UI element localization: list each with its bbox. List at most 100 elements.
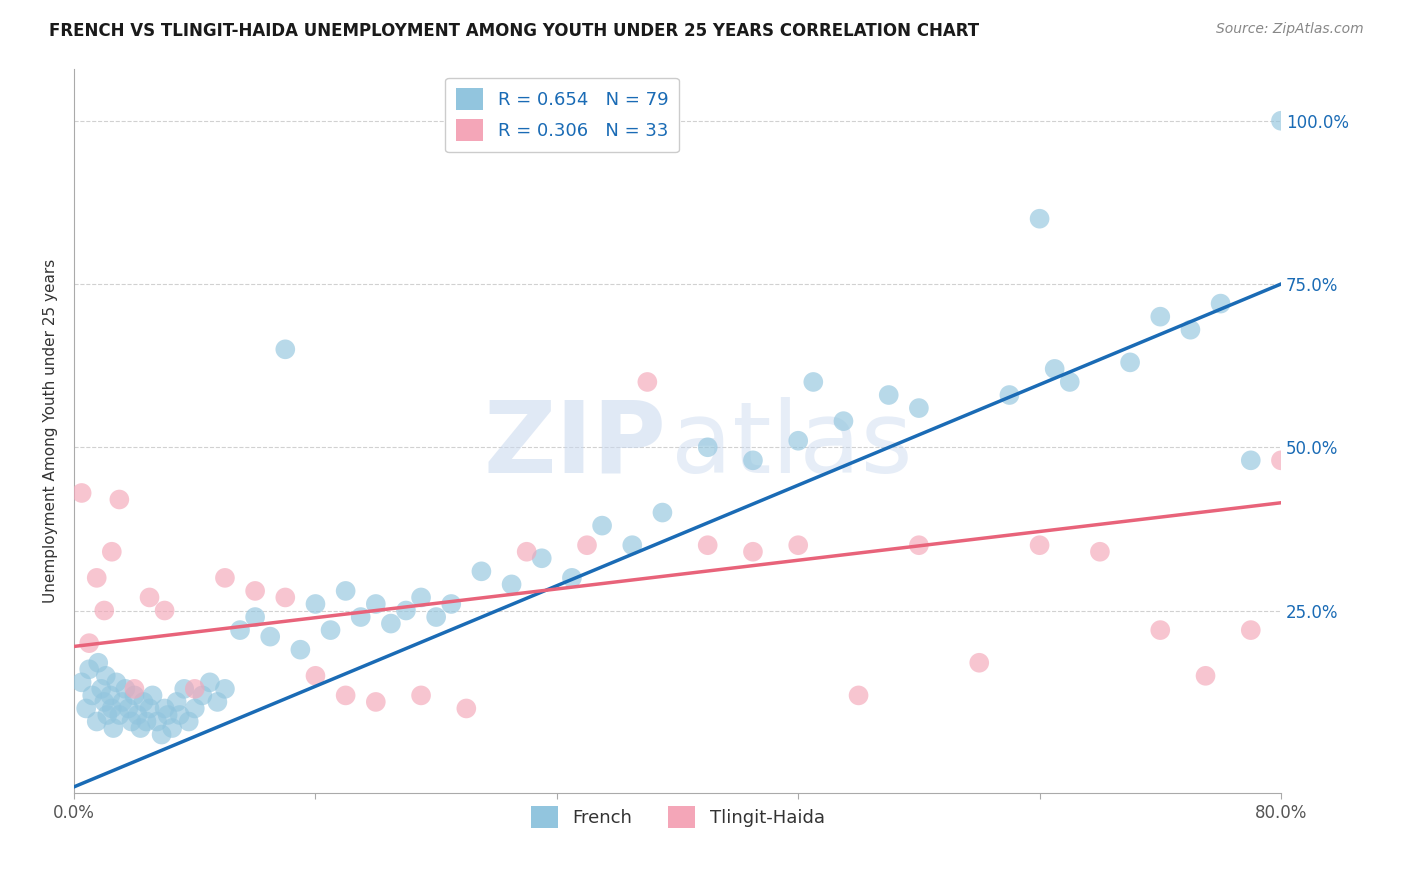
- Point: [380, 616, 402, 631]
- Point: [98, 689, 121, 703]
- Point: [1209, 296, 1232, 310]
- Point: [105, 675, 128, 690]
- Point: [173, 681, 195, 696]
- Point: [87, 656, 110, 670]
- Point: [150, 728, 173, 742]
- Point: [516, 545, 538, 559]
- Point: [103, 721, 125, 735]
- Point: [440, 597, 463, 611]
- Point: [998, 388, 1021, 402]
- Point: [1059, 375, 1081, 389]
- Point: [1119, 355, 1142, 369]
- Point: [636, 375, 658, 389]
- Point: [141, 689, 163, 703]
- Point: [153, 701, 176, 715]
- Point: [1270, 113, 1292, 128]
- Point: [184, 681, 207, 696]
- Point: [169, 708, 191, 723]
- Point: [1028, 538, 1050, 552]
- Point: [86, 571, 108, 585]
- Point: [409, 689, 432, 703]
- Point: [1240, 623, 1263, 637]
- Point: [1240, 453, 1263, 467]
- Point: [153, 603, 176, 617]
- Point: [801, 375, 824, 389]
- Point: [77, 662, 100, 676]
- Point: [967, 656, 990, 670]
- Point: [787, 538, 810, 552]
- Point: [135, 714, 157, 729]
- Point: [108, 708, 131, 723]
- Point: [304, 669, 326, 683]
- Point: [1149, 310, 1171, 324]
- Point: [456, 701, 478, 715]
- Point: [198, 675, 221, 690]
- Point: [120, 714, 142, 729]
- Point: [908, 538, 931, 552]
- Point: [101, 545, 124, 559]
- Point: [1270, 453, 1292, 467]
- Point: [259, 630, 281, 644]
- Point: [229, 623, 252, 637]
- Point: [129, 721, 152, 735]
- Point: [207, 695, 229, 709]
- Point: [82, 689, 104, 703]
- Point: [243, 583, 266, 598]
- Point: [127, 708, 149, 723]
- Point: [96, 708, 118, 723]
- Point: [877, 388, 900, 402]
- Point: [191, 689, 214, 703]
- Point: [335, 583, 357, 598]
- Point: [576, 538, 599, 552]
- Point: [1043, 362, 1066, 376]
- Point: [304, 597, 326, 611]
- Point: [243, 610, 266, 624]
- Point: [166, 695, 188, 709]
- Point: [138, 701, 160, 715]
- Point: [114, 681, 136, 696]
- Point: [530, 551, 553, 566]
- Text: Source: ZipAtlas.com: Source: ZipAtlas.com: [1216, 22, 1364, 37]
- Point: [335, 689, 357, 703]
- Point: [425, 610, 447, 624]
- Point: [274, 343, 297, 357]
- Point: [364, 597, 387, 611]
- Point: [1149, 623, 1171, 637]
- Point: [86, 714, 108, 729]
- Point: [70, 486, 93, 500]
- Point: [696, 440, 718, 454]
- Point: [848, 689, 870, 703]
- Text: FRENCH VS TLINGIT-HAIDA UNEMPLOYMENT AMONG YOUTH UNDER 25 YEARS CORRELATION CHAR: FRENCH VS TLINGIT-HAIDA UNEMPLOYMENT AMO…: [49, 22, 980, 40]
- Point: [75, 701, 97, 715]
- Point: [94, 669, 117, 683]
- Point: [93, 695, 115, 709]
- Point: [132, 695, 155, 709]
- Point: [90, 681, 112, 696]
- Point: [409, 591, 432, 605]
- Point: [177, 714, 200, 729]
- Point: [1194, 669, 1216, 683]
- Point: [214, 571, 236, 585]
- Point: [274, 591, 297, 605]
- Point: [742, 545, 765, 559]
- Point: [70, 675, 93, 690]
- Point: [1180, 323, 1202, 337]
- Point: [561, 571, 583, 585]
- Text: atlas: atlas: [672, 397, 912, 494]
- Point: [93, 603, 115, 617]
- Text: ZIP: ZIP: [484, 397, 666, 494]
- Point: [117, 701, 139, 715]
- Point: [364, 695, 387, 709]
- Y-axis label: Unemployment Among Youth under 25 years: Unemployment Among Youth under 25 years: [44, 259, 58, 603]
- Point: [146, 714, 169, 729]
- Point: [908, 401, 931, 415]
- Point: [138, 591, 160, 605]
- Point: [651, 506, 673, 520]
- Point: [696, 538, 718, 552]
- Point: [1088, 545, 1111, 559]
- Point: [501, 577, 523, 591]
- Point: [470, 565, 492, 579]
- Point: [156, 708, 179, 723]
- Point: [101, 701, 124, 715]
- Point: [77, 636, 100, 650]
